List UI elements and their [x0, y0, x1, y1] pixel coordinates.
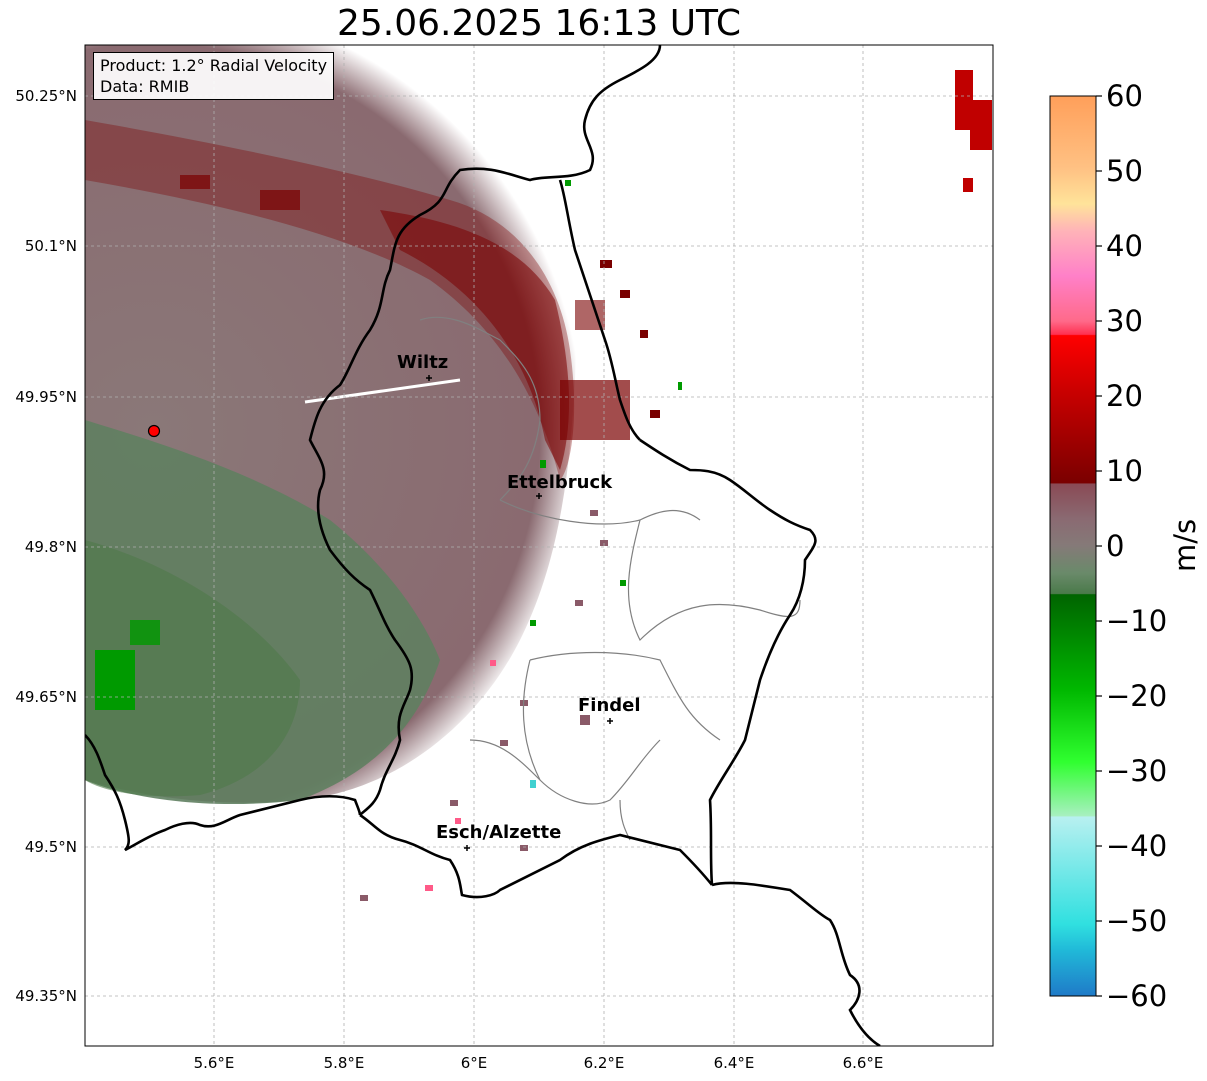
city-marker-ettelbruck [536, 493, 542, 499]
district-borders [419, 316, 801, 841]
colorbar-tick-label: −30 [1106, 754, 1168, 788]
radar-site-marker [147, 424, 161, 438]
lat-tick-label: 49.5°N [25, 838, 77, 856]
lat-tick-label: 49.65°N [15, 688, 77, 706]
colorbar-ticks [1096, 95, 1102, 997]
country-borders [85, 45, 881, 1046]
lat-tick-label: 49.95°N [15, 388, 77, 406]
lat-tick-label: 50.25°N [15, 87, 77, 105]
plot-frame [84, 44, 994, 1047]
colorbar-tick-label: −10 [1106, 604, 1168, 638]
lon-tick-label: 6.2°E [584, 1054, 625, 1072]
colorbar-tick-label: −20 [1106, 679, 1168, 713]
data-source-label: Data: RMIB [100, 77, 190, 96]
colorbar [1049, 95, 1097, 997]
colorbar-tick-label: 30 [1106, 304, 1143, 338]
city-marker-wiltz [426, 375, 432, 381]
lat-tick-label: 49.35°N [15, 987, 77, 1005]
lon-tick-label: 5.6°E [194, 1054, 235, 1072]
city-label-ettelbruck: Ettelbruck [507, 472, 613, 493]
lon-tick-label: 6°E [461, 1054, 488, 1072]
product-info-box: Product: 1.2° Radial Velocity Data: RMIB [93, 52, 335, 100]
city-label-wiltz: Wiltz [397, 352, 448, 373]
radar-echo [85, 45, 992, 901]
colorbar-tick-label: −40 [1106, 829, 1168, 863]
city-label-esch-alzette: Esch/Alzette [436, 822, 561, 843]
lat-tick-label: 49.8°N [25, 538, 77, 556]
colorbar-tick-label: 10 [1106, 454, 1143, 488]
lon-tick-label: 6.6°E [843, 1054, 884, 1072]
city-marker-esch-alzette [464, 845, 470, 851]
city-label-findel: Findel [578, 695, 641, 716]
colorbar-tick-label: −50 [1106, 904, 1168, 938]
lon-tick-label: 5.8°E [324, 1054, 365, 1072]
map-title: 25.06.2025 16:13 UTC [336, 3, 742, 44]
colorbar-tick-label: 40 [1106, 229, 1143, 263]
colorbar-tick-label: 0 [1106, 529, 1125, 563]
city-marker-findel [607, 718, 613, 724]
lon-tick-label: 6.4°E [714, 1054, 755, 1072]
gridlines [85, 45, 993, 1046]
product-label: Product: 1.2° Radial Velocity [100, 56, 328, 75]
colorbar-tick-label: 50 [1106, 154, 1143, 188]
colorbar-tick-label: 20 [1106, 379, 1143, 413]
lat-tick-label: 50.1°N [25, 237, 77, 255]
colorbar-tick-label: −60 [1106, 979, 1168, 1013]
colorbar-unit-label: m/s [1168, 518, 1202, 572]
colorbar-tick-label: 60 [1106, 79, 1143, 113]
